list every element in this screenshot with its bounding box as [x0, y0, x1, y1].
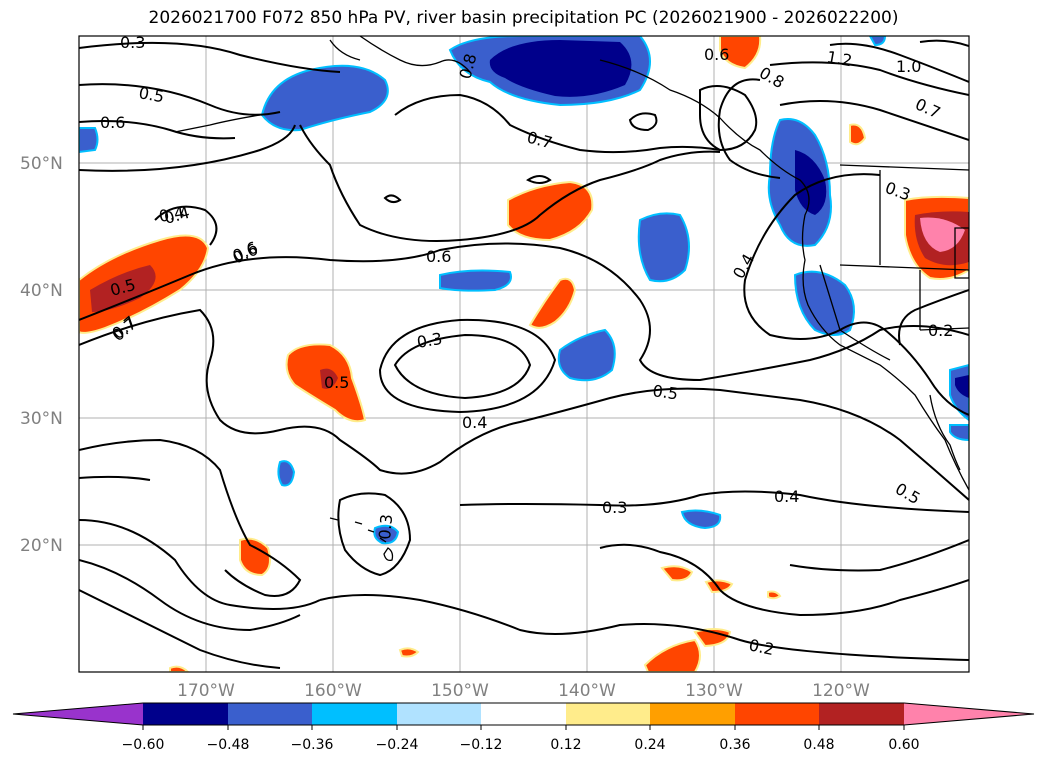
- colorbar-tick-label: 0.60: [888, 737, 919, 753]
- contour-label: 0.6: [704, 45, 729, 64]
- pos-region-coast-small: [767, 590, 782, 600]
- contour-label: 1.0: [896, 57, 921, 76]
- colorbar-segment: [228, 703, 312, 725]
- pos-region-central-core: [320, 368, 338, 389]
- lon-label-150w: 150°W: [431, 681, 489, 701]
- colorbar-segment: [566, 703, 650, 725]
- pos-region-bottom-small: [398, 647, 420, 658]
- colorbar-segment: [735, 703, 819, 725]
- negative-precip-fills: [79, 36, 969, 545]
- colorbar-segment: [397, 703, 481, 725]
- positive-precip-fills: [79, 36, 969, 672]
- pos-region-bottom-left: [169, 665, 190, 672]
- colorbar-tick-label: −0.36: [291, 737, 334, 753]
- pos-region-nw-corner: [719, 36, 762, 70]
- latitude-labels: 50°N 40°N 30°N 20°N: [20, 154, 63, 556]
- colorbar-tick-label: −0.24: [376, 737, 419, 753]
- contour-label: 0.3: [120, 33, 145, 52]
- contour-label: 0.5: [137, 83, 165, 106]
- lat-label-50n: 50°N: [20, 154, 63, 174]
- neg-region-baja-core: [955, 375, 969, 398]
- colorbar-segment: [312, 703, 397, 725]
- neg-region-left-edge: [79, 127, 99, 154]
- neg-region-east-central: [557, 328, 616, 382]
- lon-label-140w: 140°W: [558, 681, 616, 701]
- contour-label: 0.5: [324, 373, 349, 392]
- contour-label: 0.3: [375, 513, 396, 540]
- pos-region-bottom: [643, 638, 701, 672]
- colorbar-segment: [650, 703, 735, 725]
- hawaiian-islands: [329, 517, 394, 562]
- neg-region-tropical-east: [680, 509, 722, 530]
- pos-region-south-west: [239, 537, 271, 577]
- pos-region-tropical-1: [660, 565, 694, 582]
- neg-region-west-pacific: [637, 212, 690, 283]
- colorbar-tick-label: −0.12: [460, 737, 503, 753]
- plot-title: 2026021700 F072 850 hPa PV, river basin …: [148, 8, 899, 28]
- map-frame: [78, 35, 970, 673]
- neg-region-bc-core: [795, 150, 827, 215]
- neg-region-gulf-alaska-core: [489, 40, 632, 97]
- contour-label: 0.6: [426, 247, 451, 266]
- contour-label: 0.5: [651, 381, 679, 403]
- pos-region-north-central: [507, 180, 594, 242]
- colorbar-tick-label: −0.60: [122, 737, 165, 753]
- lat-label-20n: 20°N: [20, 536, 63, 556]
- contour-labels: 0.3 0.4 0.5 0.6 0.7 0.8 0.6 0.8 1.2 1.0 …: [100, 33, 953, 659]
- colorbar-segment: [819, 703, 904, 725]
- pos-region-diagonal: [528, 277, 577, 329]
- colorbar-tick-label: 0.24: [634, 737, 665, 753]
- contour-label: 0.2: [747, 635, 776, 659]
- colorbar-tick-label: 0.36: [719, 737, 750, 753]
- contour-label: 0.4: [462, 413, 487, 432]
- map-panel[interactable]: 0.3 0.4 0.5 0.6 0.7 0.8 0.6 0.8 1.2 1.0 …: [79, 33, 969, 672]
- longitude-labels: 170°W 160°W 150°W 140°W 130°W 120°W: [177, 681, 870, 701]
- colorbar-segment: [143, 703, 228, 725]
- contour-label: 1.2: [825, 47, 853, 70]
- pos-region-oregon-peak: [920, 217, 965, 252]
- lon-label-120w: 120°W: [812, 681, 870, 701]
- lon-label-130w: 130°W: [685, 681, 743, 701]
- colorbar-extend-low: [13, 703, 143, 725]
- colorbar-extend-high: [904, 703, 1034, 725]
- contour-label: 0.2: [928, 321, 953, 340]
- colorbar-tick-label: −0.48: [207, 737, 250, 753]
- contour-label: 0.4: [157, 203, 185, 226]
- colorbar-tick-label: 0.12: [550, 737, 581, 753]
- neg-region-gulf-alaska-west: [260, 64, 389, 132]
- colorbar-segment: [481, 703, 566, 725]
- contour-label: 0.3: [602, 498, 627, 517]
- pv-contours: [79, 39, 969, 669]
- lon-label-160w: 160°W: [304, 681, 362, 701]
- pos-region-west-core: [90, 265, 156, 312]
- lon-label-170w: 170°W: [177, 681, 235, 701]
- pos-region-bc-small: [849, 123, 867, 146]
- lat-label-40n: 40°N: [20, 281, 63, 301]
- coastlines: [174, 36, 969, 491]
- neg-region-subtropical-band: [439, 269, 512, 292]
- lat-label-30n: 30°N: [20, 409, 63, 429]
- pos-region-tropical-2: [704, 579, 734, 594]
- neg-region-california: [793, 270, 855, 336]
- contour-label: 0.4: [774, 487, 799, 506]
- contour-label: 0.3: [415, 329, 443, 352]
- contour-label: 0.6: [100, 113, 125, 132]
- colorbar: −0.60 −0.48 −0.36 −0.24 −0.12 0.12 0.24 …: [12, 702, 1035, 753]
- pos-region-tropical-3: [693, 628, 732, 648]
- neg-region-hawaii-west: [277, 460, 296, 487]
- colorbar-tick-label: 0.48: [803, 737, 834, 753]
